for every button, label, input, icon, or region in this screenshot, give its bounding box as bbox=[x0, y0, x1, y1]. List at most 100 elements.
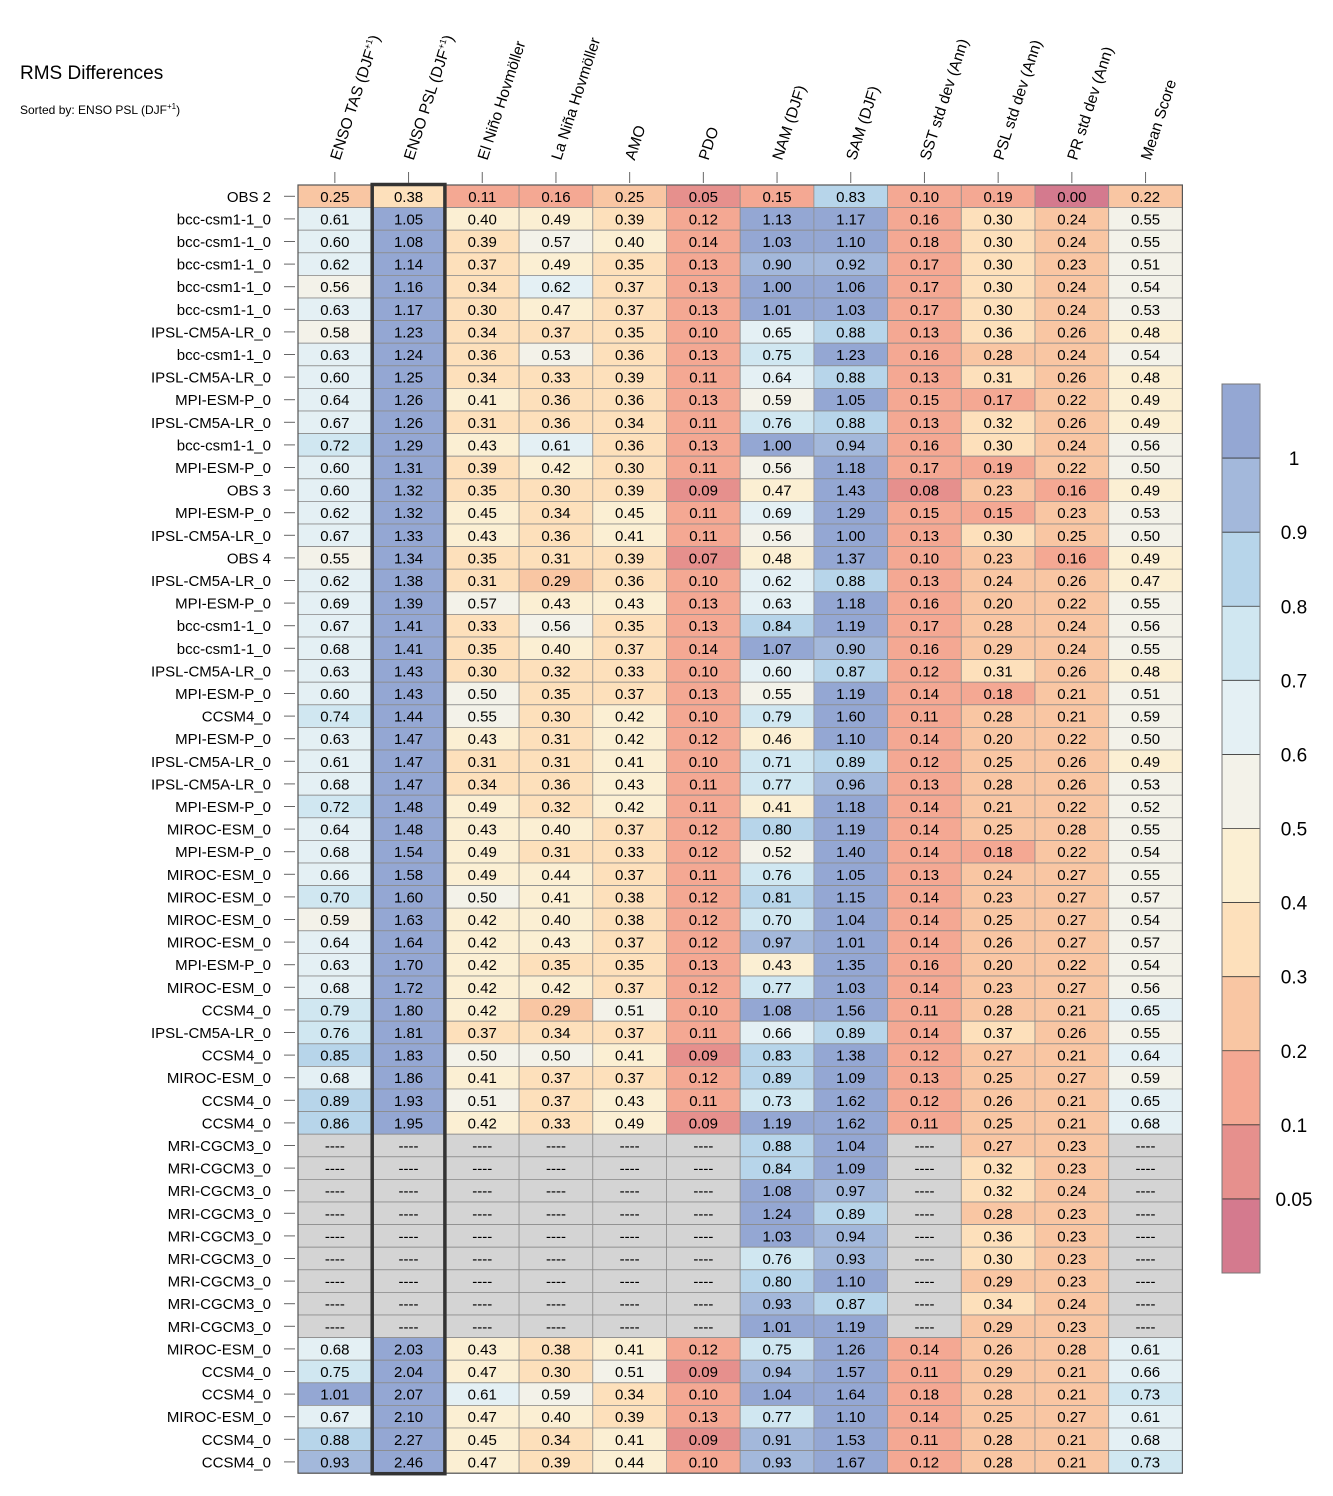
cell-value-label: 0.17 bbox=[910, 302, 939, 319]
row-label: MIROC-ESM_0 bbox=[167, 1070, 271, 1087]
chart-subtitle: Sorted by: ENSO PSL (DJF+1) bbox=[20, 102, 180, 117]
cell-value-label: 0.56 bbox=[762, 460, 791, 477]
cell-value-label: 0.51 bbox=[1131, 686, 1160, 703]
cell-value-label: 0.30 bbox=[984, 1251, 1013, 1268]
cell-value-label: ---- bbox=[620, 1161, 640, 1178]
cell-value-label: 1.18 bbox=[836, 799, 865, 816]
cell-value-label: 0.42 bbox=[468, 957, 497, 974]
cell-value-label: 1.04 bbox=[836, 1138, 865, 1155]
cell-value-label: 0.16 bbox=[910, 211, 939, 228]
cell-value-label: 0.23 bbox=[1057, 257, 1086, 274]
cell-value-label: 0.10 bbox=[689, 1002, 718, 1019]
cell-value-label: 0.66 bbox=[320, 867, 349, 884]
cell-value-label: 0.13 bbox=[689, 347, 718, 364]
cell-value-label: 0.25 bbox=[984, 754, 1013, 771]
cell-value-label: 0.32 bbox=[541, 663, 570, 680]
cell-value-label: ---- bbox=[399, 1138, 419, 1155]
column-label-main: NAM (DJF) bbox=[770, 83, 810, 162]
cell-value-label: 0.38 bbox=[615, 912, 644, 929]
cell-value-label: 0.62 bbox=[320, 573, 349, 590]
cell-value-label: 0.59 bbox=[320, 912, 349, 929]
cell-value-label: 0.53 bbox=[541, 347, 570, 364]
cell-value-label: 0.21 bbox=[1057, 1002, 1086, 1019]
cell-value-label: 0.40 bbox=[615, 234, 644, 251]
cell-value-label: 1.44 bbox=[394, 709, 423, 726]
cell-value-label: 0.35 bbox=[615, 324, 644, 341]
cell-value-label: 1.03 bbox=[762, 234, 791, 251]
cell-value-label: ---- bbox=[325, 1138, 345, 1155]
colorbar-tick-label: 0.3 bbox=[1281, 968, 1307, 989]
cell-value-label: 0.13 bbox=[689, 392, 718, 409]
column-label: SST std dev (Ann) bbox=[917, 37, 972, 162]
cell-value-label: 0.37 bbox=[615, 867, 644, 884]
cell-value-label: ---- bbox=[325, 1251, 345, 1268]
column-label-main: Mean Score bbox=[1138, 77, 1180, 162]
column-label-main: ENSO PSL (DJF bbox=[401, 48, 453, 162]
cell-value-label: ---- bbox=[620, 1228, 640, 1245]
column-label: Mean Score bbox=[1138, 77, 1180, 162]
cell-value-label: 0.80 bbox=[762, 1274, 791, 1291]
cell-value-label: 0.24 bbox=[1057, 437, 1086, 454]
colorbar-segment bbox=[1222, 976, 1260, 1051]
cell-value-label: 0.93 bbox=[836, 1251, 865, 1268]
cell-value-label: 1.72 bbox=[394, 980, 423, 997]
cell-value-label: 0.71 bbox=[762, 754, 791, 771]
cell-value-label: 0.93 bbox=[320, 1454, 349, 1471]
cell-value-label: 1.41 bbox=[394, 618, 423, 635]
cell-value-label: 0.32 bbox=[541, 799, 570, 816]
colorbar-segment bbox=[1222, 754, 1260, 829]
cell-value-label: 0.30 bbox=[615, 460, 644, 477]
cell-value-label: 0.52 bbox=[1131, 799, 1160, 816]
cell-value-label: 0.24 bbox=[1057, 1183, 1086, 1200]
cell-value-label: 0.34 bbox=[468, 324, 497, 341]
cell-value-label: 0.35 bbox=[615, 257, 644, 274]
cell-value-label: 0.09 bbox=[689, 483, 718, 500]
cell-value-label: 0.37 bbox=[541, 1093, 570, 1110]
cell-value-label: 0.35 bbox=[541, 686, 570, 703]
cell-value-label: 0.25 bbox=[320, 189, 349, 206]
cell-value-label: 0.21 bbox=[1057, 686, 1086, 703]
cell-value-label: ---- bbox=[325, 1228, 345, 1245]
row-label: IPSL-CM5A-LR_0 bbox=[151, 573, 271, 590]
cell-value-label: 0.26 bbox=[1057, 1025, 1086, 1042]
cell-value-label: 0.42 bbox=[615, 731, 644, 748]
cell-value-label: 0.35 bbox=[468, 550, 497, 567]
cell-value-label: 0.49 bbox=[615, 1115, 644, 1132]
cell-value-label: 0.50 bbox=[1131, 528, 1160, 545]
row-label: IPSL-CM5A-LR_0 bbox=[151, 370, 271, 387]
colorbar-tick-label: 0.05 bbox=[1276, 1190, 1313, 1211]
cell-value-label: ---- bbox=[399, 1183, 419, 1200]
cell-value-label: 1.67 bbox=[836, 1454, 865, 1471]
row-label: MPI-ESM-P_0 bbox=[175, 596, 271, 613]
cell-value-label: 0.14 bbox=[910, 912, 939, 929]
cell-value-label: 0.27 bbox=[1057, 912, 1086, 929]
column-label-main: El Niño Hovmöller bbox=[475, 39, 530, 162]
cell-value-label: 0.39 bbox=[615, 483, 644, 500]
cell-value-label: 0.93 bbox=[762, 1296, 791, 1313]
cell-value-label: 0.26 bbox=[1057, 754, 1086, 771]
cell-value-label: 0.30 bbox=[984, 437, 1013, 454]
cell-value-label: 0.16 bbox=[1057, 550, 1086, 567]
cell-value-label: 0.43 bbox=[762, 957, 791, 974]
cell-value-label: 0.63 bbox=[320, 347, 349, 364]
row-label: MPI-ESM-P_0 bbox=[175, 957, 271, 974]
cell-value-label: 1.60 bbox=[836, 709, 865, 726]
row-label: CCSM4_0 bbox=[202, 1048, 271, 1065]
cell-value-label: ---- bbox=[546, 1251, 566, 1268]
cell-value-label: 0.12 bbox=[689, 980, 718, 997]
cell-value-label: 0.30 bbox=[984, 234, 1013, 251]
cell-value-label: 0.63 bbox=[320, 302, 349, 319]
cell-value-label: 0.21 bbox=[984, 799, 1013, 816]
cell-value-label: ---- bbox=[399, 1161, 419, 1178]
cell-value-label: 0.21 bbox=[1057, 1364, 1086, 1381]
cell-value-label: 0.25 bbox=[615, 189, 644, 206]
cell-value-label: ---- bbox=[914, 1319, 934, 1336]
cell-value-label: ---- bbox=[472, 1161, 492, 1178]
cell-value-label: 1.00 bbox=[836, 528, 865, 545]
cell-value-label: 0.51 bbox=[615, 1002, 644, 1019]
cell-value-label: 0.60 bbox=[320, 234, 349, 251]
cell-value-label: 2.10 bbox=[394, 1409, 423, 1426]
cell-value-label: 1.63 bbox=[394, 912, 423, 929]
cell-value-label: 0.50 bbox=[1131, 731, 1160, 748]
cell-value-label: 0.30 bbox=[468, 663, 497, 680]
